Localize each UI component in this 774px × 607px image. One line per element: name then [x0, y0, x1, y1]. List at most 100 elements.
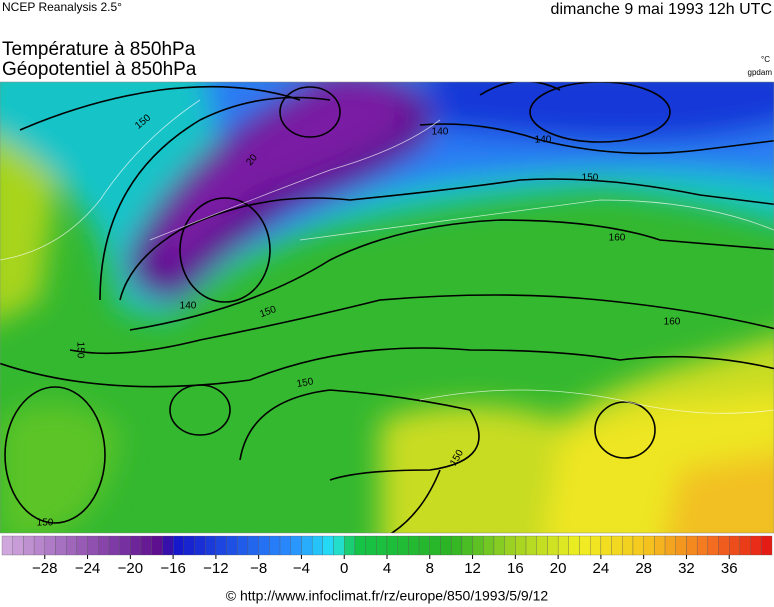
colorbar-swatch [418, 535, 430, 556]
colorbar-swatch [140, 535, 152, 556]
colorbar-swatch [333, 535, 345, 556]
colorbar-swatch [311, 535, 323, 556]
unit-geopotential: gpdam [748, 68, 773, 77]
colorbar-tick-label: −12 [203, 560, 228, 577]
title-geopotential: Géopotentiel à 850hPa [2, 59, 197, 80]
colorbar-swatch [194, 535, 206, 556]
contour-label: 150 [74, 342, 85, 359]
colorbar-tick-label: 36 [721, 560, 738, 577]
colorbar-tick-label: −16 [160, 560, 185, 577]
colorbar-swatch [354, 535, 366, 556]
colorbar-tick-label: 4 [383, 560, 391, 577]
colorbar-swatch [504, 535, 516, 556]
colorbar-swatch [397, 535, 409, 556]
contour-label: 150 [296, 376, 315, 390]
footer: © http://www.infoclimat.fr/rz/europe/850… [226, 588, 549, 604]
colorbar-tick-label: −28 [32, 560, 57, 577]
colorbar-swatch [215, 535, 227, 556]
colorbar-swatch [451, 535, 463, 556]
colorbar-swatch [408, 535, 420, 556]
colorbar-swatch [557, 535, 569, 556]
colorbar-swatch [568, 535, 580, 556]
colorbar-tick-label: −20 [118, 560, 143, 577]
colorbar-swatch [493, 535, 505, 556]
colorbar-swatch [365, 535, 377, 556]
colorbar-swatch [247, 535, 259, 556]
colorbar-swatch [301, 535, 313, 556]
colorbar-swatch [12, 535, 24, 556]
colorbar-swatch [1, 535, 13, 556]
contour-label: 150 [582, 173, 599, 184]
colorbar-tick-label: 8 [426, 560, 434, 577]
colorbar-swatch [675, 535, 687, 556]
colorbar-tick-label: 16 [507, 560, 524, 577]
colorbar-swatch [76, 535, 88, 556]
colorbar-swatch [536, 535, 548, 556]
colorbar-swatch [55, 535, 67, 556]
colorbar: −28 −24 −20 −16 −12 −8 −4 0 4 8 12 16 20 24 28 32 36 [1, 535, 773, 577]
colorbar-swatch [269, 535, 281, 556]
colorbar-swatch [590, 535, 602, 556]
colorbar-swatch [643, 535, 655, 556]
colorbar-tick-label: 24 [593, 560, 610, 577]
colorbar-swatch [386, 535, 398, 556]
contour-label: 140 [180, 301, 197, 312]
source: NCEP Reanalysis 2.5° [2, 0, 122, 14]
colorbar-swatch [23, 535, 35, 556]
colorbar-swatch [579, 535, 591, 556]
colorbar-swatch [322, 535, 334, 556]
colorbar-swatch [183, 535, 195, 556]
colorbar-swatch [654, 535, 666, 556]
colorbar-swatch [108, 535, 120, 556]
colorbar-swatch [472, 535, 484, 556]
colorbar-swatch [162, 535, 174, 556]
colorbar-swatch [290, 535, 302, 556]
contour-label: 160 [609, 233, 626, 244]
contour-label: 140 [535, 135, 552, 146]
colorbar-swatch [664, 535, 676, 556]
title-temperature: Température à 850hPa [2, 39, 196, 60]
colorbar-swatch [515, 535, 527, 556]
colorbar-tick-label: 28 [635, 560, 652, 577]
colorbar-swatch [707, 535, 719, 556]
colorbar-swatch [237, 535, 249, 556]
date: dimanche 9 mai 1993 12h UTC [551, 1, 772, 18]
colorbar-swatch [750, 535, 762, 556]
colorbar-swatch [279, 535, 291, 556]
colorbar-swatch [33, 535, 45, 556]
colorbar-swatch [119, 535, 131, 556]
colorbar-swatch [205, 535, 217, 556]
colorbar-tick-label: −24 [75, 560, 100, 577]
colorbar-swatch [344, 535, 356, 556]
contour-label: 150 [37, 518, 54, 529]
colorbar-swatch [130, 535, 142, 556]
colorbar-swatch [461, 535, 473, 556]
colorbar-tick-label: −8 [250, 560, 267, 577]
colorbar-swatch [98, 535, 110, 556]
colorbar-swatch [429, 535, 441, 556]
colorbar-swatch [611, 535, 623, 556]
colorbar-swatch [525, 535, 537, 556]
colorbar-swatch [600, 535, 612, 556]
colorbar-swatch [547, 535, 559, 556]
colorbar-swatch [718, 535, 730, 556]
colorbar-swatch [151, 535, 163, 556]
colorbar-swatch [226, 535, 238, 556]
colorbar-swatch [686, 535, 698, 556]
colorbar-swatch [172, 535, 184, 556]
colorbar-swatch [66, 535, 78, 556]
colorbar-swatch [87, 535, 99, 556]
colorbar-swatch [761, 535, 773, 556]
colorbar-tick-label: 12 [464, 560, 481, 577]
colorbar-swatch [696, 535, 708, 556]
colorbar-swatch [739, 535, 751, 556]
colorbar-swatch [622, 535, 634, 556]
colorbar-tick-label: 20 [550, 560, 567, 577]
contours [0, 82, 774, 533]
colorbar-tick-label: −4 [293, 560, 310, 577]
colorbar-swatch [632, 535, 644, 556]
contour-label: 140 [432, 127, 449, 138]
colorbar-swatch [729, 535, 741, 556]
